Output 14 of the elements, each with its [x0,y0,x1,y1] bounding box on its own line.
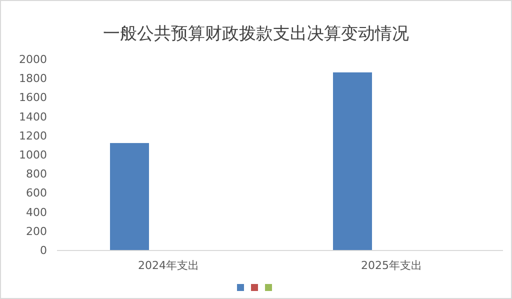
y-tick-label: 2000 [19,53,47,66]
y-tick-label: 1800 [19,72,47,86]
y-tick-label: 600 [26,186,47,200]
y-tick-label: 1400 [19,110,47,124]
chart-title: 一般公共预算财政拨款支出决算变动情况 [103,24,409,44]
y-tick-label: 1600 [19,91,47,104]
x-tick-label: 2024年支出 [138,259,199,272]
y-tick-label: 200 [26,224,47,238]
y-tick-label: 0 [40,244,47,257]
y-tick-label: 800 [26,168,47,181]
x-tick-label: 2025年支出 [361,259,422,272]
y-tick-label: 400 [26,206,47,219]
y-tick-label: 1000 [19,148,47,162]
y-tick-label: 1200 [19,129,47,142]
